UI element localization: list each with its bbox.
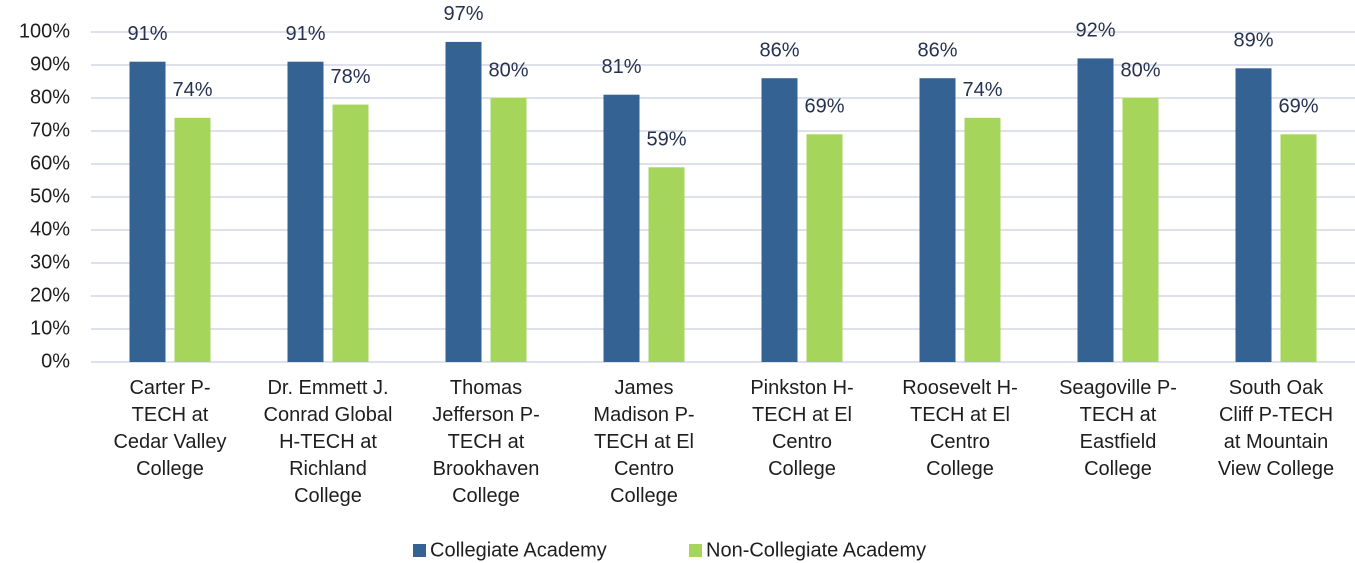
bar	[806, 134, 843, 362]
x-tick-label: Seagoville P-TECH at Eastfield College	[1059, 377, 1177, 480]
y-tick-label: 30%	[30, 251, 70, 273]
legend-label: Collegiate Academy	[430, 539, 607, 561]
y-tick-label: 0%	[41, 350, 70, 372]
y-tick-label: 70%	[30, 119, 70, 141]
y-tick-label: 20%	[30, 284, 70, 306]
value-label: 86%	[759, 39, 799, 61]
value-label: 97%	[443, 3, 483, 25]
legend-swatch	[413, 544, 426, 557]
y-tick-label: 60%	[30, 152, 70, 174]
y-tick-label: 50%	[30, 185, 70, 207]
bar	[1235, 68, 1272, 363]
bar	[332, 104, 369, 362]
value-label: 74%	[962, 79, 1002, 101]
value-label: 78%	[330, 66, 370, 88]
bar	[174, 117, 211, 362]
bar	[603, 94, 640, 362]
bar	[761, 78, 798, 362]
value-label: 92%	[1075, 20, 1115, 42]
value-label: 69%	[1278, 96, 1318, 118]
x-tick-label: Dr. Emmett J. Conrad Global H-TECH at Richl…	[264, 377, 393, 507]
bar	[919, 78, 956, 362]
value-label: 69%	[804, 96, 844, 118]
bar	[129, 61, 166, 362]
x-tick-label: Roosevelt H-TECH at El Centro College	[902, 377, 1018, 480]
bar	[648, 167, 685, 362]
value-label: 91%	[285, 23, 325, 45]
bar	[1280, 134, 1317, 362]
y-tick-label: 10%	[30, 317, 70, 339]
x-tick-label: Thomas Jefferson P-TECH at Brookhaven Colle…	[432, 377, 539, 507]
y-tick-label: 100%	[19, 20, 70, 42]
x-tick-label: James Madison P-TECH at El Centro College	[593, 377, 694, 507]
value-label: 86%	[917, 39, 957, 61]
legend-label: Non-Collegiate Academy	[706, 539, 926, 561]
bar	[490, 98, 527, 362]
value-label: 81%	[601, 56, 641, 78]
bar	[287, 61, 324, 362]
bar	[964, 117, 1001, 362]
value-label: 80%	[1120, 59, 1160, 81]
value-label: 74%	[172, 79, 212, 101]
bar	[1122, 98, 1159, 362]
y-tick-label: 80%	[30, 86, 70, 108]
x-tick-label: South Oak Cliff P-TECH at Mountain View Col…	[1218, 377, 1334, 480]
bar	[1077, 58, 1114, 363]
value-label: 59%	[646, 129, 686, 151]
y-tick-label: 40%	[30, 218, 70, 240]
y-tick-label: 90%	[30, 53, 70, 75]
value-label: 89%	[1233, 30, 1273, 52]
x-tick-label: Carter P-TECH at Cedar Valley College	[113, 377, 226, 480]
value-label: 91%	[127, 23, 167, 45]
value-label: 80%	[488, 59, 528, 81]
x-tick-label: Pinkston H-TECH at El Centro College	[750, 377, 853, 480]
bar	[445, 41, 482, 363]
legend-swatch	[689, 544, 702, 557]
